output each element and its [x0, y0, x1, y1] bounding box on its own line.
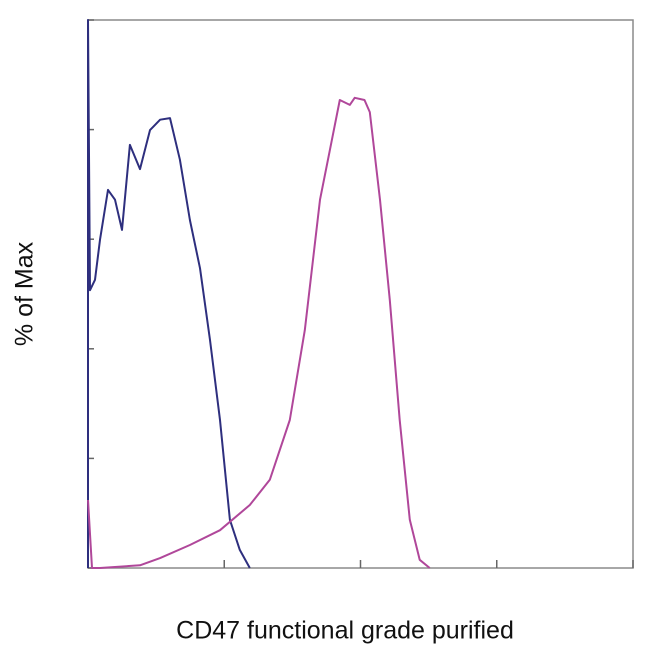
histogram-line [87, 96, 431, 569]
x-axis-label: CD47 functional grade purified [176, 617, 514, 645]
y-axis-label: % of Max [11, 241, 39, 346]
plot-frame [87, 19, 634, 569]
histogram-line [87, 19, 251, 569]
